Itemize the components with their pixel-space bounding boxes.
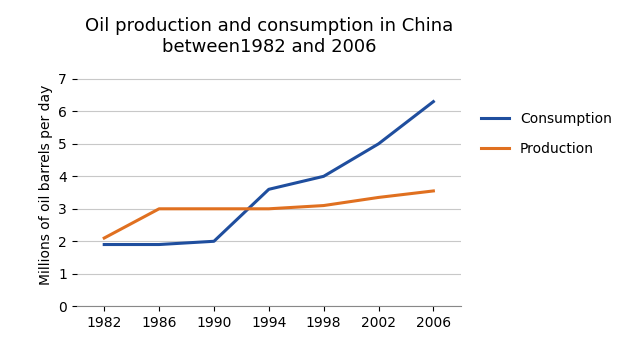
Consumption [429,100,437,104]
Consumption [100,243,108,247]
Production [429,189,437,193]
Consumption [320,174,328,179]
Y-axis label: Millions of oil barrels per day: Millions of oil barrels per day [38,84,52,285]
Line: Consumption: Consumption [104,102,433,245]
Production [156,207,163,211]
Production [374,195,382,199]
Production [100,236,108,240]
Production [265,207,273,211]
Consumption [265,187,273,191]
Line: Production: Production [104,191,433,238]
Consumption [374,142,382,146]
Production [210,207,218,211]
Production [320,204,328,208]
Consumption [210,239,218,243]
Legend: Consumption, Production: Consumption, Production [476,106,618,162]
Consumption [156,243,163,247]
Title: Oil production and consumption in China
between1982 and 2006: Oil production and consumption in China … [84,17,453,56]
